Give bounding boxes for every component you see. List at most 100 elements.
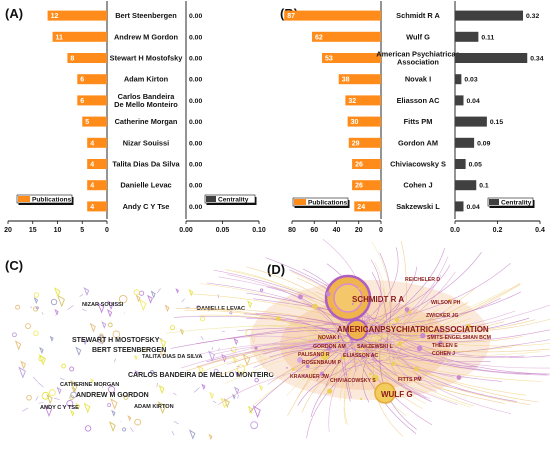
network-d-edge [381, 325, 550, 375]
category-label: Fitts PM [404, 117, 433, 126]
panel-label-a: (A) [5, 6, 23, 21]
publications-value-label: 87 [287, 13, 295, 20]
network-d-node [397, 341, 403, 346]
centrality-bar [455, 53, 528, 63]
centrality-value-label: 0.34 [530, 56, 543, 63]
category-label: Novak I [405, 75, 431, 84]
network-d-node [351, 302, 354, 305]
network-d-edge [348, 297, 501, 337]
network-c-node-label: TALITA DIAS DA SILVA [142, 354, 202, 360]
network-c-node-motif [38, 354, 46, 366]
network-d-edge [345, 340, 432, 402]
publications-tick-label: 80 [288, 227, 296, 234]
network-c-edge [37, 381, 44, 388]
category-label: Danielle Levac [120, 181, 171, 190]
network-d-node [321, 352, 329, 360]
network-d-edge [370, 321, 530, 375]
network-c-node-motif [118, 294, 128, 304]
network-d-edge [306, 334, 396, 439]
network-d-node [286, 367, 288, 369]
network-d-edge [287, 326, 341, 416]
category-label: Talita Dias Da Silva [112, 160, 180, 169]
network-d-edge [393, 317, 530, 337]
network-d-edge [170, 330, 342, 349]
network-d-edge [269, 348, 368, 359]
network-d-edge [342, 334, 423, 357]
network-c-edge [79, 294, 84, 297]
publications-tick-label: 0 [105, 227, 109, 234]
network-c-edge [157, 288, 161, 294]
network-d-edge [363, 302, 469, 339]
network-c-node-motif [258, 384, 263, 392]
network-d-node [465, 323, 471, 330]
network-d-node [446, 359, 449, 362]
network-c-node-motif [134, 418, 142, 426]
network-d-edge [388, 340, 431, 400]
network-c-node-motif [49, 335, 54, 343]
network-d-node [341, 355, 346, 360]
network-d-node [404, 307, 410, 312]
network-d-node [391, 361, 396, 366]
network-c-node-motif [150, 290, 156, 299]
network-c-edge [61, 404, 65, 409]
network-c-node-motif [70, 409, 75, 417]
centrality-value-label: 0.00 [189, 183, 202, 190]
publications-legend-swatch [18, 196, 30, 202]
network-c-node-motif [50, 298, 58, 306]
network-c-node-motif [101, 321, 107, 329]
network-c-node-motif [260, 288, 264, 292]
publications-bar [352, 180, 381, 191]
network-d-edge [378, 310, 516, 334]
publications-bar [354, 201, 381, 212]
network-d-edge [392, 329, 550, 343]
network-c-node-motif [26, 394, 32, 401]
network-d-edge [344, 291, 522, 327]
network-d-node [369, 372, 372, 376]
network-d-node-label: SAKZEWSKI L [357, 344, 394, 350]
category-label: Andrew M Gordon [114, 32, 179, 41]
network-c-edge [200, 335, 204, 341]
network-d-edge [346, 356, 505, 404]
network-c-node-motif [48, 389, 56, 397]
network-c-node-motif [39, 346, 44, 355]
network-c-node-motif [108, 385, 116, 394]
network-c-edge [113, 358, 117, 363]
network-c-node-motif [252, 405, 261, 419]
network-d-edge [308, 329, 381, 343]
centrality-legend-swatch [489, 199, 499, 205]
publications-bar [82, 116, 107, 127]
publications-value-label: 5 [85, 119, 89, 126]
publications-tick-label: 60 [310, 227, 318, 234]
network-d-node [438, 340, 443, 345]
network-c-node-motif [70, 379, 79, 393]
network-c-edge [46, 403, 50, 409]
category-label: Bert Steenbergen [115, 11, 177, 20]
publications-value-label: 4 [90, 162, 94, 169]
centrality-value-label: 0.04 [467, 204, 480, 211]
network-c-node-motif [75, 402, 81, 411]
network-c-node-motif [247, 405, 254, 415]
publications-value-label: 8 [70, 56, 74, 63]
network-c-node-motif [33, 297, 39, 305]
network-d-edge [296, 335, 399, 355]
publications-bar [347, 116, 381, 127]
network-c-edge [67, 305, 74, 310]
network-d-node [312, 303, 318, 310]
network-d-edge [373, 284, 521, 356]
publications-value-label: 26 [355, 183, 363, 190]
network-d-node [416, 345, 423, 352]
network-c-node-motif [111, 409, 116, 417]
network-d-edge [214, 343, 370, 355]
category-label: American Psychiatricas Association [376, 50, 459, 67]
network-c-node-motif [53, 287, 61, 298]
category-label: Eliasson AC [397, 96, 441, 105]
centrality-value-label: 0.00 [189, 204, 202, 211]
network-c-node-motif [175, 288, 179, 294]
publications-legend-label: Publications [308, 199, 348, 206]
network-d-edge [246, 292, 382, 329]
network-d-edge [299, 304, 372, 352]
category-label: Catherine Morgan [115, 117, 178, 126]
network-d-node [291, 367, 295, 371]
network-c-edge [172, 392, 177, 396]
